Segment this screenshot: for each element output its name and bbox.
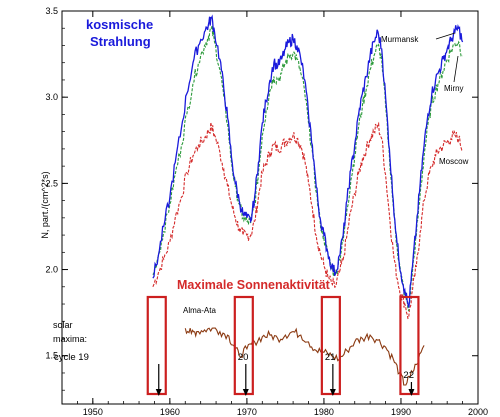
cycle-label: 20 bbox=[238, 352, 249, 363]
x-tick-label: 1950 bbox=[83, 407, 103, 417]
mirny-leader bbox=[453, 55, 459, 83]
chart-title-line-1: kosmische bbox=[86, 17, 153, 32]
x-tick-label: 1970 bbox=[237, 407, 257, 417]
label-moscow: Moscow bbox=[439, 157, 469, 166]
x-tick-label: 2000 bbox=[468, 407, 488, 417]
chart-subtitle: Maximale Sonnenaktivität bbox=[177, 278, 331, 292]
solar-maxima-boxes bbox=[146, 295, 420, 396]
cycle-annotations: cycle 19 20 21 22 bbox=[54, 352, 415, 396]
solar-maxima-label-2: maxima: bbox=[53, 334, 87, 344]
cycle-label: cycle 19 bbox=[54, 352, 89, 363]
cycle-label: 21 bbox=[325, 352, 336, 363]
y-tick-label: 2.0 bbox=[45, 265, 58, 275]
y-tick-label: 1.5 bbox=[45, 351, 58, 361]
cycle-arrow-head bbox=[408, 389, 415, 396]
series-layer bbox=[152, 14, 464, 386]
cycle-label: 22 bbox=[403, 370, 414, 381]
y-tick-label: 3.5 bbox=[45, 6, 58, 16]
labels: kosmische Strahlung Maximale Sonnenaktiv… bbox=[40, 17, 469, 344]
cycle-arrow-head bbox=[155, 389, 162, 396]
solar-maximum-box bbox=[146, 295, 167, 396]
y-tick-label: 3.0 bbox=[45, 92, 58, 102]
label-alma-ata: Alma-Ata bbox=[183, 306, 216, 315]
series-alma-ata bbox=[184, 327, 425, 386]
cycle-arrow-head bbox=[242, 389, 249, 396]
label-murmansk: Murmansk bbox=[381, 35, 419, 44]
series-mirny bbox=[152, 25, 463, 312]
axes: 1950 1960 1970 1980 1990 2000 1.5 2.0 2.5 3.0 3.5 bbox=[45, 6, 488, 417]
plot-frame bbox=[61, 10, 479, 405]
series-murmansk bbox=[152, 14, 464, 308]
solar-maximum-box bbox=[320, 295, 341, 396]
y-axis-label: N, part./(cm^2*s) bbox=[40, 171, 50, 238]
solar-maximum-box bbox=[399, 295, 420, 396]
series-moscow bbox=[152, 121, 464, 320]
label-mirny: Mirny bbox=[444, 84, 464, 93]
murmansk-leader bbox=[435, 32, 456, 40]
x-tick-label: 1980 bbox=[314, 407, 334, 417]
cycle-arrow-head bbox=[329, 389, 336, 396]
solar-maxima-label-1: solar bbox=[53, 320, 73, 330]
chart-title-line-2: Strahlung bbox=[90, 34, 151, 49]
y-tick-label: 2.5 bbox=[45, 178, 58, 188]
x-tick-label: 1990 bbox=[391, 407, 411, 417]
solar-maximum-box bbox=[233, 295, 254, 396]
x-tick-label: 1960 bbox=[160, 407, 180, 417]
